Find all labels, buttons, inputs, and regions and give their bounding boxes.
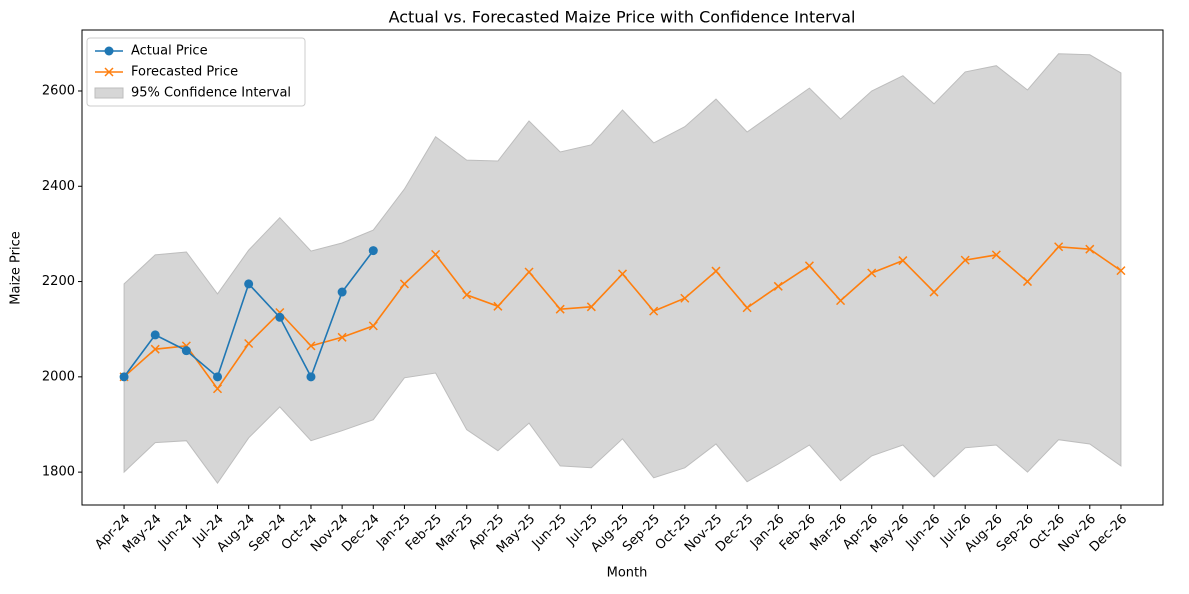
legend-label: 95% Confidence Interval xyxy=(131,86,291,101)
x-tick-label: Jun-26 xyxy=(903,512,944,553)
x-tick-label: Jun-25 xyxy=(529,512,570,553)
marker xyxy=(212,384,223,394)
marker xyxy=(836,296,846,306)
marker xyxy=(960,255,970,265)
marker xyxy=(244,279,254,289)
marker xyxy=(929,287,939,297)
marker xyxy=(306,372,316,382)
marker xyxy=(431,249,441,259)
y-tick-label: 1800 xyxy=(42,465,75,480)
marker xyxy=(649,306,659,316)
marker xyxy=(555,304,565,314)
marker xyxy=(898,256,908,266)
marker xyxy=(1085,244,1095,254)
y-tick-label: 2400 xyxy=(42,179,75,194)
marker xyxy=(524,267,534,277)
marker xyxy=(1022,277,1033,287)
marker xyxy=(462,290,472,300)
marker xyxy=(337,287,347,297)
marker xyxy=(119,372,129,382)
y-axis-label: Maize Price xyxy=(9,231,24,304)
marker xyxy=(1116,266,1126,276)
marker xyxy=(213,372,223,382)
confidence-band xyxy=(123,53,1122,484)
marker xyxy=(150,344,160,354)
marker xyxy=(711,266,721,276)
marker xyxy=(368,246,378,256)
x-tick-label: Jun-24 xyxy=(155,512,196,553)
x-axis-label: Month xyxy=(607,566,648,581)
marker xyxy=(306,341,316,351)
marker xyxy=(368,321,378,331)
marker xyxy=(181,346,191,356)
legend-marker xyxy=(104,46,114,56)
marker xyxy=(867,268,877,278)
marker xyxy=(680,293,690,303)
marker xyxy=(617,269,628,279)
legend-label: Actual Price xyxy=(131,44,208,59)
marker xyxy=(773,281,783,291)
marker xyxy=(399,279,409,289)
y-tick-label: 2200 xyxy=(42,274,75,289)
marker xyxy=(493,301,503,311)
marker xyxy=(1054,242,1064,252)
marker xyxy=(244,338,254,349)
marker xyxy=(586,302,596,312)
marker xyxy=(150,330,160,340)
marker xyxy=(337,332,347,342)
marker xyxy=(742,303,752,313)
marker xyxy=(804,261,814,271)
legend-swatch xyxy=(94,87,124,99)
marker xyxy=(275,312,285,322)
marker xyxy=(991,250,1001,260)
legend-label: Forecasted Price xyxy=(131,65,238,80)
legend-marker xyxy=(104,67,114,77)
chart-title: Actual vs. Forecasted Maize Price with C… xyxy=(389,8,856,27)
y-tick-label: 2000 xyxy=(42,369,75,384)
legend: Actual Price Forecasted Price 95% Confiden… xyxy=(86,37,306,107)
y-tick-label: 2600 xyxy=(42,83,75,98)
legend-frame xyxy=(86,37,306,107)
